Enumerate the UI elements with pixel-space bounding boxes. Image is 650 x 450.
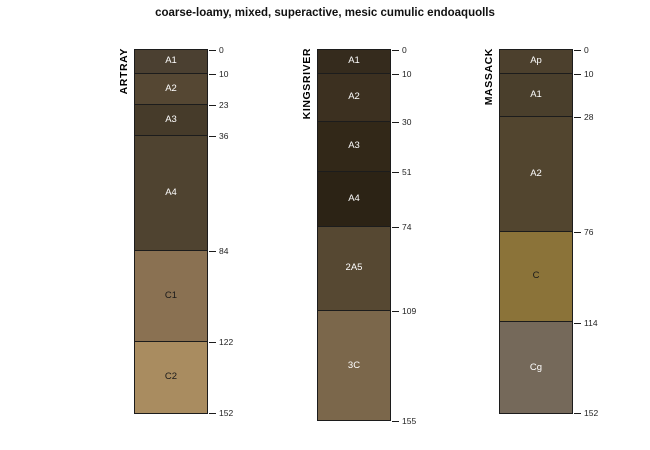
horizon-label: A2	[348, 91, 360, 103]
depth-tick-label: 23	[219, 100, 229, 110]
horizon-label: A3	[348, 140, 360, 152]
horizon-label: A2	[530, 167, 542, 179]
depth-tick-label: 30	[402, 116, 412, 127]
horizon-label: C	[532, 270, 540, 282]
horizon-Ap: Ap	[500, 50, 572, 74]
depth-tick	[392, 420, 399, 422]
depth-tick	[392, 310, 399, 312]
depth-tick	[392, 171, 399, 173]
horizon-label: 3C	[347, 359, 361, 371]
horizon-label: Cg	[529, 361, 543, 373]
depth-tick	[574, 116, 581, 118]
horizon-A4: A4	[135, 136, 207, 251]
horizon-C: C	[500, 231, 572, 323]
depth-tick	[209, 250, 216, 252]
horizon-A2: A2	[500, 116, 572, 232]
depth-tick	[209, 136, 216, 137]
horizon-2A5: 2A5	[318, 226, 390, 311]
profile-name-label: MASSACK	[483, 48, 495, 106]
profile-name-label: ARTRAY	[118, 48, 130, 95]
horizon-label: C1	[164, 289, 178, 301]
depth-tick-label: 76	[584, 226, 594, 237]
horizon-A4: A4	[318, 171, 390, 227]
depth-tick	[209, 105, 216, 106]
depth-axis: 0 10 28 76 114 152	[573, 0, 613, 450]
horizon-A3: A3	[135, 104, 207, 137]
depth-axis: 0 10 23 36 84 122 152	[208, 0, 248, 450]
depth-tick-label: 122	[219, 336, 234, 347]
profile-column: Ap A1 A2 C Cg	[499, 48, 573, 415]
horizon-C1: C1	[135, 250, 207, 342]
horizon-A3: A3	[318, 121, 390, 172]
depth-tick	[392, 50, 399, 51]
horizon-A1: A1	[318, 50, 390, 74]
depth-tick	[209, 413, 216, 415]
depth-tick-label: 51	[402, 166, 412, 177]
horizon-label: A4	[165, 186, 177, 198]
horizon-A1: A1	[135, 50, 207, 74]
depth-tick	[209, 50, 216, 51]
horizon-label: A4	[348, 192, 360, 204]
depth-tick	[574, 231, 581, 233]
horizon-A2: A2	[318, 73, 390, 122]
depth-tick	[392, 73, 399, 75]
depth-tick-label: 152	[219, 408, 234, 419]
horizon-C2: C2	[135, 341, 207, 414]
depth-tick-label: 0	[219, 45, 224, 55]
depth-tick-label: 36	[219, 131, 229, 141]
depth-tick-label: 10	[584, 68, 594, 79]
horizon-label: A1	[165, 55, 177, 67]
horizon-label: A2	[165, 82, 177, 94]
depth-tick-label: 109	[402, 305, 417, 316]
horizon-A2: A2	[135, 73, 207, 105]
depth-tick-label: 28	[584, 111, 594, 122]
horizon-label: 2A5	[345, 262, 363, 274]
horizon-label: Ap	[530, 55, 542, 67]
depth-tick-label: 0	[402, 45, 407, 55]
depth-tick	[209, 341, 216, 343]
depth-tick-label: 10	[402, 68, 412, 79]
profile-column: A1 A2 A3 A4 C1 C2	[134, 48, 208, 415]
horizon-A1: A1	[500, 73, 572, 117]
depth-tick-label: 155	[402, 415, 417, 426]
horizon-label: A3	[165, 114, 177, 126]
horizon-3C: 3C	[318, 310, 390, 421]
depth-axis: 0 10 30 51 74 109 155	[391, 0, 431, 450]
horizon-Cg: Cg	[500, 322, 572, 414]
depth-tick	[392, 226, 399, 228]
profile-name-label: KINGSRIVER	[301, 48, 313, 120]
plot-title: coarse-loamy, mixed, superactive, mesic …	[155, 7, 495, 19]
depth-tick-label: 114	[584, 317, 598, 328]
depth-tick	[574, 413, 581, 415]
depth-tick-label: 84	[219, 245, 229, 256]
depth-tick-label: 152	[584, 408, 599, 419]
depth-tick-label: 74	[402, 221, 412, 232]
depth-tick	[574, 322, 581, 324]
depth-tick	[574, 73, 581, 75]
depth-tick	[209, 73, 216, 75]
horizon-label: A1	[348, 55, 360, 67]
depth-tick	[574, 50, 581, 51]
depth-tick-label: 0	[584, 45, 589, 55]
depth-tick-label: 10	[219, 68, 229, 79]
horizon-label: A1	[530, 88, 542, 100]
profile-column: A1 A2 A3 A4 2A5 3C	[317, 48, 391, 422]
horizon-label: C2	[164, 371, 178, 383]
depth-tick	[392, 121, 399, 123]
